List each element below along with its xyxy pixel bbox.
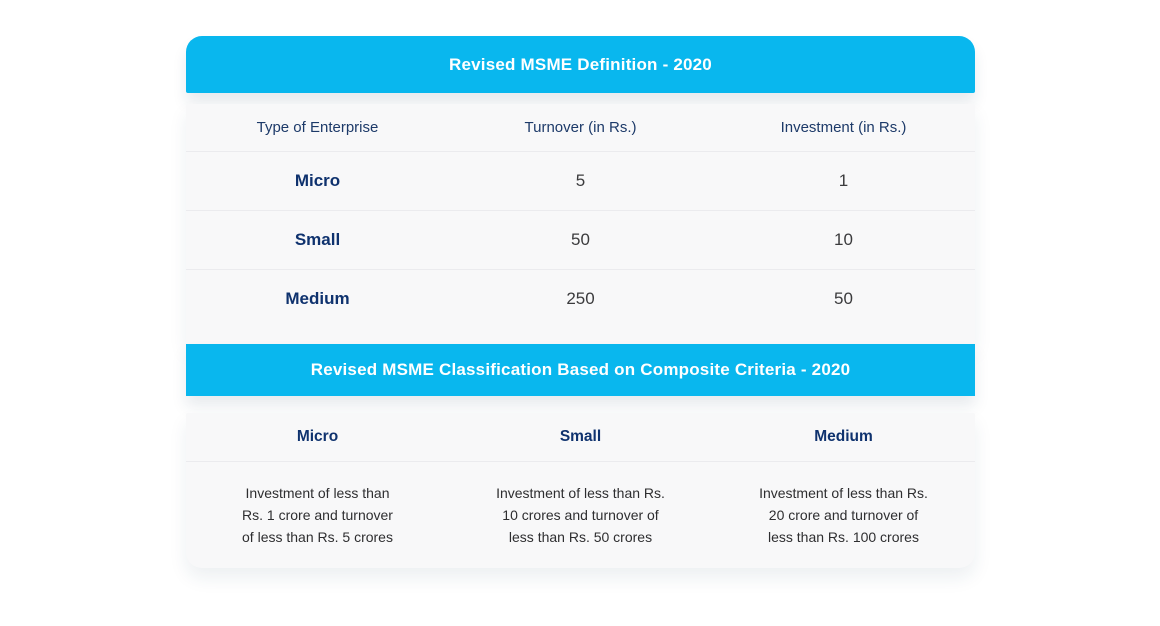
definition-table: Type of Enterprise Turnover (in Rs.) Inv… (186, 104, 975, 344)
table-row-micro: Micro 5 1 (186, 151, 975, 210)
table-row-small: Small 50 10 (186, 210, 975, 269)
definition-header-row: Type of Enterprise Turnover (in Rs.) Inv… (186, 104, 975, 151)
classification-header-row: Micro Small Medium (186, 413, 975, 461)
medium-criteria-text: Investment of less than Rs. 20 crore and… (759, 485, 928, 545)
column-header-small: Small (559, 428, 602, 445)
column-header-medium: Medium (814, 428, 873, 445)
enterprise-type-label: Medium (285, 289, 350, 308)
table-row-medium: Medium 250 50 (186, 269, 975, 328)
micro-criteria-text: Investment of less than Rs. 1 crore and … (242, 485, 393, 545)
classification-body-row: Investment of less than Rs. 1 crore and … (186, 461, 975, 567)
definition-banner: Revised MSME Definition - 2020 (186, 36, 975, 93)
investment-value: 50 (834, 289, 853, 308)
definition-title: Revised MSME Definition - 2020 (449, 54, 712, 74)
column-header-type-of-enterprise: Type of Enterprise (256, 119, 379, 136)
column-header-turnover: Turnover (in Rs.) (524, 119, 637, 136)
classification-section: Revised MSME Classification Based on Com… (186, 344, 975, 568)
classification-table: Micro Small Medium Investment of less th… (186, 413, 975, 568)
enterprise-type-label: Small (294, 230, 341, 249)
enterprise-type-label: Micro (294, 171, 341, 190)
classification-banner: Revised MSME Classification Based on Com… (186, 344, 975, 396)
content-column: Revised MSME Definition - 2020 Type of E… (186, 36, 975, 568)
definition-section: Revised MSME Definition - 2020 Type of E… (186, 36, 975, 344)
small-criteria-text: Investment of less than Rs. 10 crores an… (496, 485, 665, 545)
classification-title: Revised MSME Classification Based on Com… (310, 360, 851, 379)
column-header-micro: Micro (296, 428, 339, 445)
investment-value: 1 (838, 171, 849, 190)
turnover-value: 250 (566, 289, 595, 308)
turnover-value: 5 (575, 171, 586, 190)
column-header-investment: Investment (in Rs.) (780, 119, 907, 136)
turnover-value: 50 (571, 230, 590, 249)
investment-value: 10 (834, 230, 853, 249)
